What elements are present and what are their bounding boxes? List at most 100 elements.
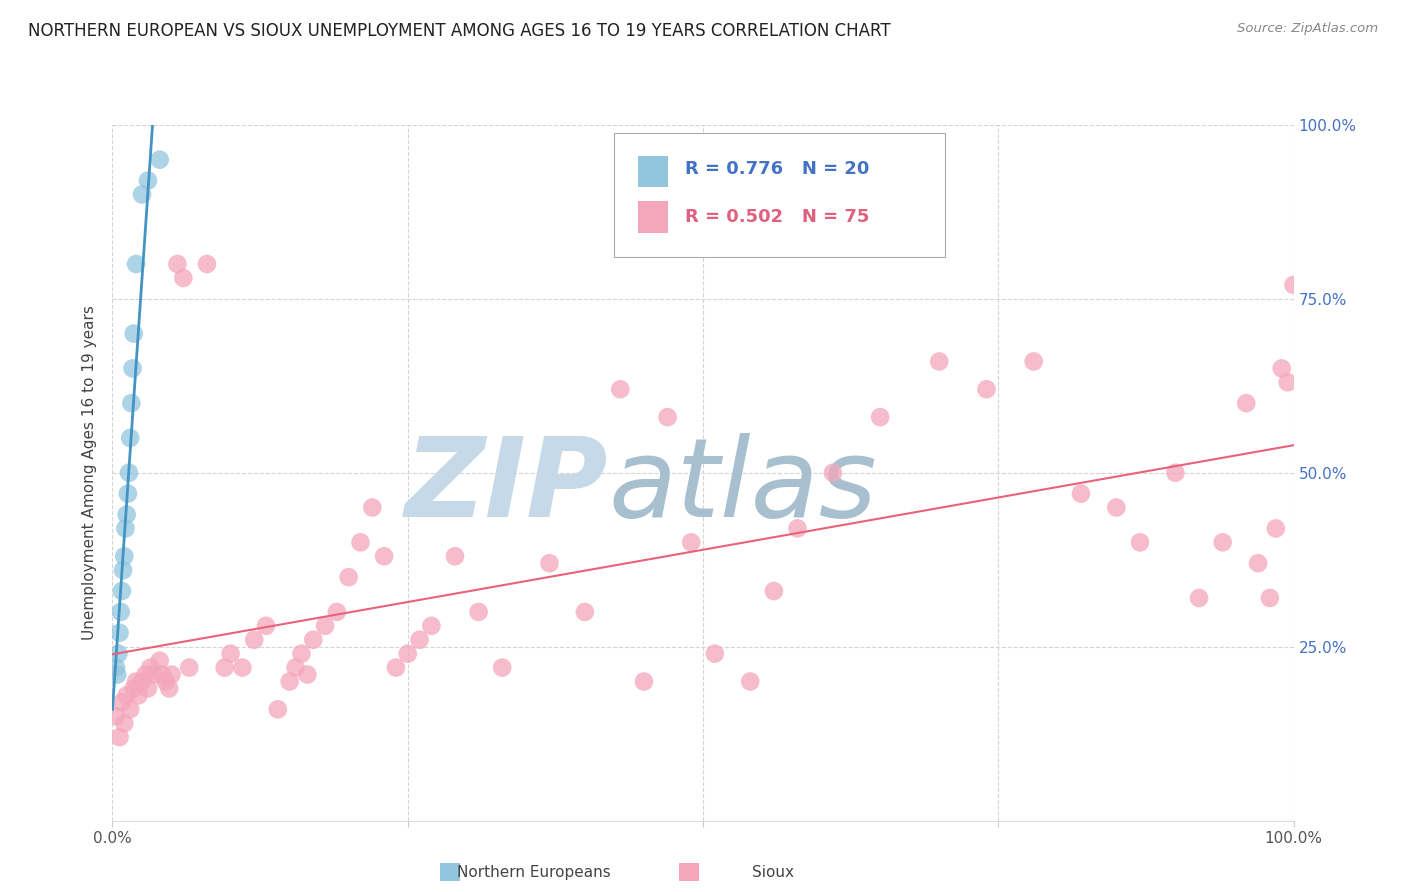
Point [219,647,242,661]
Point [121,361,143,376]
Point [117,486,139,500]
Point [150,667,173,681]
Point [1282,277,1305,292]
Point [243,632,266,647]
FancyBboxPatch shape [638,156,668,187]
Point [155,674,177,689]
Y-axis label: Unemployment Among Ages 16 to 19 years: Unemployment Among Ages 16 to 19 years [82,305,97,640]
Point [284,660,307,674]
Point [1164,466,1187,480]
Point [136,173,159,187]
Point [115,689,138,703]
Point [254,619,277,633]
Point [609,382,631,396]
Point [681,535,703,549]
Point [1188,591,1211,605]
Point [111,695,134,709]
Point [127,689,149,703]
Point [408,632,430,647]
Point [105,660,128,674]
Point [125,257,148,271]
Point [361,500,384,515]
Point [1258,591,1281,605]
Point [740,674,762,689]
Point [574,605,596,619]
Point [1022,354,1045,368]
Point [120,396,142,410]
Point [385,660,408,674]
Point [108,625,131,640]
Point [112,563,135,577]
Point [337,570,360,584]
Point [821,466,844,480]
Point [115,508,138,522]
Point [131,187,153,202]
Point [314,619,336,633]
Point [297,667,319,681]
Text: R = 0.776   N = 20: R = 0.776 N = 20 [685,160,870,178]
Point [302,632,325,647]
Point [869,410,891,425]
Point [172,271,194,285]
Point [105,667,128,681]
Point [703,647,725,661]
Point [1212,535,1234,549]
Point [157,681,180,696]
Text: Northern Europeans: Northern Europeans [457,865,612,880]
Point [396,647,419,661]
Point [1129,535,1152,549]
Point [195,257,218,271]
Point [1234,396,1257,410]
Point [633,674,655,689]
Point [107,647,129,661]
Point [105,709,128,723]
Point [149,654,172,668]
Point [762,584,785,599]
Point [149,153,172,167]
Point [267,702,290,716]
Text: R = 0.502   N = 75: R = 0.502 N = 75 [685,209,870,227]
Point [1271,361,1294,376]
Point [538,556,561,570]
Text: NORTHERN EUROPEAN VS SIOUX UNEMPLOYMENT AMONG AGES 16 TO 19 YEARS CORRELATION CH: NORTHERN EUROPEAN VS SIOUX UNEMPLOYMENT … [28,22,891,40]
Point [278,674,301,689]
Point [1247,556,1270,570]
Point [928,354,950,368]
FancyBboxPatch shape [614,133,945,257]
Point [120,702,142,716]
Point [110,605,132,619]
Point [467,605,489,619]
Point [1070,486,1092,500]
Point [131,674,153,689]
Point [114,521,136,535]
Point [976,382,998,396]
Point [657,410,679,425]
Point [231,660,253,674]
Point [122,681,145,696]
Point [326,605,349,619]
Point [125,674,148,689]
Point [1264,521,1286,535]
Point [136,681,159,696]
Point [420,619,443,633]
Point [118,466,141,480]
Point [108,730,131,744]
FancyBboxPatch shape [638,202,668,233]
Point [214,660,236,674]
Text: atlas: atlas [609,434,877,541]
Point [1105,500,1128,515]
Point [139,660,162,674]
Point [122,326,145,341]
Point [290,647,312,661]
Point [491,660,513,674]
Point [120,431,142,445]
Point [135,667,157,681]
Text: Sioux: Sioux [752,865,794,880]
Point [179,660,201,674]
Point [373,549,395,564]
Point [112,549,135,564]
Point [786,521,808,535]
Point [142,667,165,681]
Point [166,257,188,271]
Point [444,549,467,564]
